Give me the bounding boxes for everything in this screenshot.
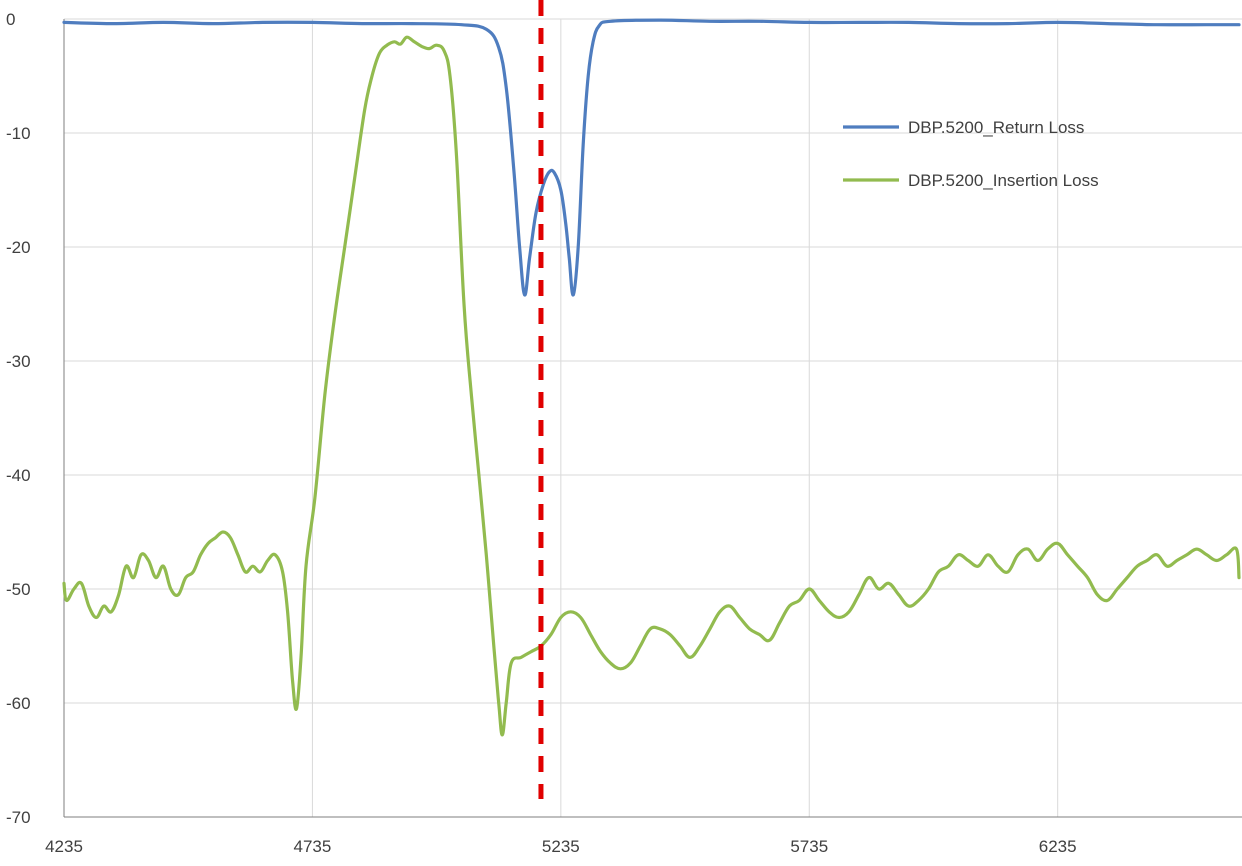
y-tick-label: -10 [6,124,31,143]
axes [63,19,1242,818]
legend-label: DBP.5200_Insertion Loss [908,171,1099,190]
y-tick-label: -50 [6,580,31,599]
y-tick-label: -30 [6,352,31,371]
y-tick-label: 0 [6,10,15,29]
x-tick-label: 6235 [1039,837,1077,856]
x-tick-label: 4235 [45,837,83,856]
x-tick-label: 5235 [542,837,580,856]
x-tick-label: 4735 [294,837,332,856]
legend: DBP.5200_Return Loss DBP.5200_Insertion L… [843,118,1099,190]
x-tick-label: 5735 [790,837,828,856]
y-tick-label: -70 [6,808,31,827]
series-line-return-loss [62,18,1241,297]
gridlines [64,18,1242,817]
y-tick-label: -60 [6,694,31,713]
y-tick-label: -20 [6,238,31,257]
series-lines [62,18,1241,737]
legend-label: DBP.5200_Return Loss [908,118,1084,137]
series-line-insertion-loss [62,35,1241,737]
y-tick-label: -40 [6,466,31,485]
tick-labels: 0 -10 -20 -30 -40 -50 -60 -70 4235 4735 5235 5735 62… [6,10,1077,856]
